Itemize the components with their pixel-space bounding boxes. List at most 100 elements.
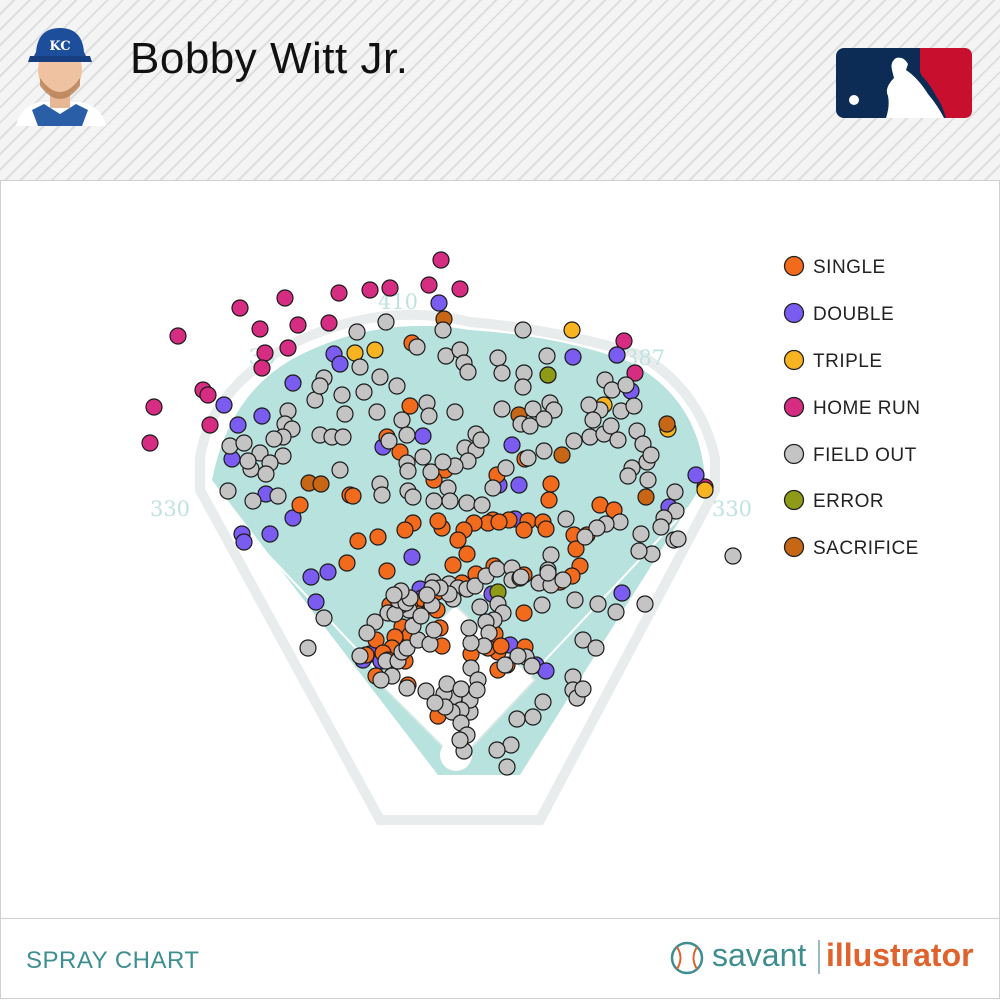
footer-title: SPRAY CHART <box>26 947 200 974</box>
distance-label-left: 330 <box>150 497 190 521</box>
point-field-out <box>408 338 426 356</box>
point-field-out <box>274 447 292 465</box>
point-field-out <box>473 496 491 514</box>
point-field-out <box>609 431 627 449</box>
point-sacrifice <box>658 415 676 433</box>
point-single <box>349 532 367 550</box>
data-points <box>141 251 742 776</box>
point-field-out <box>535 442 553 460</box>
point-field-out <box>336 405 354 423</box>
point-sacrifice <box>637 488 655 506</box>
point-double <box>253 407 271 425</box>
point-field-out <box>412 607 430 625</box>
point-single <box>567 540 585 558</box>
point-field-out <box>458 494 476 512</box>
point-field-out <box>617 376 635 394</box>
legend-label-sacrifice: SACRIFICE <box>813 538 919 559</box>
point-field-out <box>508 710 526 728</box>
baseball-icon <box>670 941 704 975</box>
point-double <box>284 374 302 392</box>
point-double <box>302 568 320 586</box>
point-single <box>429 512 447 530</box>
legend-swatch-single <box>783 255 805 277</box>
point-home-run <box>289 316 307 334</box>
spray-chart: 330 38 410 387 330 SINGLE DOUBLE TRIPLE … <box>141 251 920 825</box>
point-double <box>414 427 432 445</box>
point-field-out <box>420 407 438 425</box>
point-home-run <box>381 279 399 297</box>
point-field-out <box>471 598 489 616</box>
legend-swatch-home-run <box>783 396 805 418</box>
point-field-out <box>462 634 480 652</box>
legend-swatch-field-out <box>783 443 805 465</box>
point-field-out <box>619 467 637 485</box>
legend-label-error: ERROR <box>813 491 884 512</box>
legend-item-home-run: HOME RUN <box>783 396 920 419</box>
point-single <box>540 491 558 509</box>
point-error <box>539 366 557 384</box>
point-field-out <box>355 383 373 401</box>
point-single <box>515 604 533 622</box>
point-home-run <box>420 276 438 294</box>
point-double <box>215 396 233 414</box>
point-field-out <box>451 731 469 749</box>
point-field-out <box>468 681 486 699</box>
brand-illustrator: illustrator <box>826 937 974 973</box>
point-field-out <box>393 411 411 429</box>
point-field-out <box>351 647 369 665</box>
point-field-out <box>632 525 650 543</box>
point-field-out <box>235 434 253 452</box>
point-home-run <box>276 289 294 307</box>
point-single <box>378 562 396 580</box>
point-home-run <box>279 339 297 357</box>
point-triple <box>696 481 714 499</box>
point-field-out <box>265 430 283 448</box>
brand-separator <box>818 940 820 974</box>
point-single <box>537 520 555 538</box>
point-field-out <box>377 313 395 331</box>
point-field-out <box>535 410 553 428</box>
point-field-out <box>557 510 575 528</box>
point-field-out <box>257 465 275 483</box>
point-field-out <box>533 596 551 614</box>
point-field-out <box>493 400 511 418</box>
legend-label-single: SINGLE <box>813 257 886 278</box>
point-field-out <box>446 403 464 421</box>
point-field-out <box>538 347 556 365</box>
point-single <box>396 521 414 539</box>
point-double <box>235 533 253 551</box>
point-triple <box>366 341 384 359</box>
point-field-out <box>574 631 592 649</box>
point-field-out <box>602 417 620 435</box>
legend-label-double: DOUBLE <box>813 304 894 325</box>
point-single <box>492 637 510 655</box>
point-field-out <box>636 595 654 613</box>
point-double <box>331 355 349 373</box>
point-field-out <box>472 431 490 449</box>
point-home-run <box>145 398 163 416</box>
point-home-run <box>451 280 469 298</box>
legend-item-field-out: FIELD OUT <box>783 443 916 466</box>
point-double <box>229 416 247 434</box>
point-home-run <box>330 284 348 302</box>
point-double <box>403 548 421 566</box>
footer-divider <box>0 918 1000 919</box>
distance-label-right: 330 <box>712 497 752 521</box>
point-single <box>369 528 387 546</box>
point-field-out <box>372 671 390 689</box>
point-field-out <box>221 437 239 455</box>
header-banner: KC Bobby Witt Jr. <box>0 0 1000 181</box>
point-double <box>430 294 448 312</box>
point-field-out <box>331 461 349 479</box>
point-field-out <box>514 378 532 396</box>
point-field-out <box>418 586 436 604</box>
mlb-logo-icon <box>836 48 972 118</box>
point-field-out <box>514 321 532 339</box>
legend-item-sacrifice: SACRIFICE <box>783 536 919 559</box>
point-field-out <box>351 358 369 376</box>
legend-item-single: SINGLE <box>783 255 886 278</box>
point-field-out <box>584 411 602 429</box>
player-avatar: KC <box>16 28 106 126</box>
point-home-run <box>626 364 644 382</box>
point-field-out <box>493 364 511 382</box>
